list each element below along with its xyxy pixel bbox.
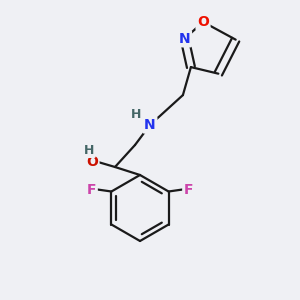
Text: N: N — [144, 118, 156, 132]
Text: H: H — [84, 143, 94, 157]
Text: O: O — [197, 15, 209, 29]
Text: F: F — [87, 182, 96, 197]
Text: O: O — [86, 155, 98, 169]
Text: H: H — [131, 109, 141, 122]
Text: N: N — [179, 32, 190, 46]
Text: F: F — [184, 182, 193, 197]
